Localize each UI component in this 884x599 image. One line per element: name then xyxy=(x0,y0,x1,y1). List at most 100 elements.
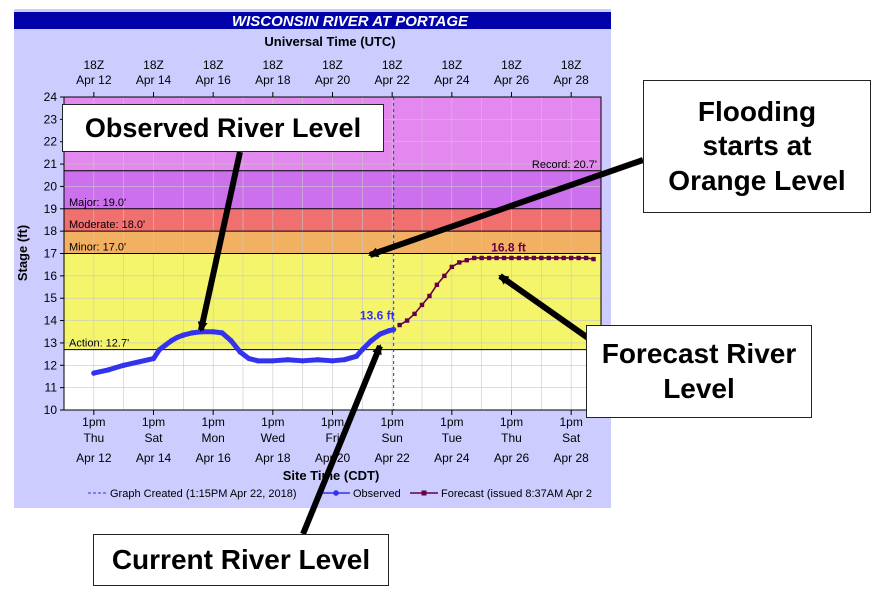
legend-observed-marker xyxy=(333,490,339,496)
bottom-tick-time: 1pm xyxy=(559,415,582,429)
top-tick-date: Apr 14 xyxy=(136,73,172,87)
observed-point xyxy=(359,347,365,353)
y-tick-label: 18 xyxy=(44,224,58,238)
top-tick-label: 18Z xyxy=(382,58,403,72)
y-tick-label: 16 xyxy=(44,269,58,283)
callout-current-river-level: Current River Level xyxy=(93,534,389,586)
observed-point xyxy=(219,330,225,336)
observed-point xyxy=(285,357,291,363)
forecast-point xyxy=(509,255,514,261)
callout-forecast-river-level: Forecast River Level xyxy=(586,325,812,418)
threshold-label: Major: 19.0' xyxy=(69,197,126,209)
bottom-tick-time: 1pm xyxy=(201,415,224,429)
data-label: 13.6 ft xyxy=(360,308,395,322)
top-tick-date: Apr 28 xyxy=(553,73,589,87)
y-tick-label: 17 xyxy=(44,247,58,261)
forecast-point xyxy=(576,255,581,261)
observed-point xyxy=(368,338,374,344)
forecast-point xyxy=(531,255,537,261)
observed-point xyxy=(91,370,97,376)
top-tick-date: Apr 16 xyxy=(195,73,231,87)
forecast-point xyxy=(442,273,447,279)
forecast-point xyxy=(419,302,425,308)
top-tick-label: 18Z xyxy=(143,58,164,72)
y-tick-label: 12 xyxy=(44,358,58,372)
observed-point xyxy=(162,342,169,348)
bottom-tick-day: Tue xyxy=(442,431,463,445)
observed-point xyxy=(270,358,276,364)
top-tick-label: 18Z xyxy=(441,58,462,72)
callout-observed-river-level: Observed River Level xyxy=(62,104,384,152)
y-tick-label: 19 xyxy=(44,202,58,216)
y-tick-label: 13 xyxy=(44,336,58,350)
forecast-point xyxy=(546,255,551,261)
bottom-tick-time: 1pm xyxy=(500,415,523,429)
forecast-point xyxy=(561,255,566,261)
legend-forecast-marker xyxy=(421,490,427,496)
forecast-point xyxy=(486,255,492,261)
observed-point xyxy=(210,329,216,335)
bottom-tick-time: 1pm xyxy=(261,415,284,429)
observed-point xyxy=(174,334,180,340)
data-label: 16.8 ft xyxy=(491,240,526,254)
forecast-point xyxy=(516,255,522,261)
callout-arrows xyxy=(197,151,644,536)
observed-point xyxy=(237,349,243,355)
observed-point xyxy=(121,362,127,368)
threshold-label: Moderate: 18.0' xyxy=(69,219,145,231)
forecast-point xyxy=(397,322,402,328)
y-tick-label: 10 xyxy=(44,403,58,417)
forecast-point xyxy=(457,260,462,265)
y-axis-title: Stage (ft) xyxy=(15,225,30,281)
observed-point xyxy=(341,357,348,363)
top-tick-date: Apr 26 xyxy=(494,73,530,87)
forecast-point xyxy=(591,256,596,262)
observed-point xyxy=(353,353,359,359)
bottom-tick-date: Apr 16 xyxy=(195,451,231,465)
observed-point xyxy=(180,332,186,338)
observed-point xyxy=(391,326,397,333)
title-bar xyxy=(14,12,611,29)
bottom-tick-day: Thu xyxy=(83,431,104,445)
forecast-point xyxy=(583,255,589,261)
legend-graph-created-label: Graph Created (1:15PM Apr 22, 2018) xyxy=(110,488,297,500)
bottom-tick-day: Wed xyxy=(261,431,285,445)
forecast-point xyxy=(501,255,507,261)
top-tick-date: Apr 24 xyxy=(434,73,470,87)
threshold-label: Record: 20.7' xyxy=(532,159,597,171)
chart-title: WISCONSIN RIVER AT PORTAGE xyxy=(232,13,469,30)
y-tick-label: 23 xyxy=(44,112,58,126)
forecast-point xyxy=(472,255,477,261)
top-axis-title: Universal Time (UTC) xyxy=(264,34,395,49)
top-tick-label: 18Z xyxy=(83,58,104,72)
y-tick-label: 22 xyxy=(44,135,58,149)
bottom-tick-day: Fri xyxy=(326,431,340,445)
forecast-point xyxy=(568,255,574,261)
observed-point xyxy=(150,355,157,362)
arrow-observed xyxy=(197,151,243,332)
forecast-point xyxy=(434,282,440,287)
arrow-flooding xyxy=(368,157,644,258)
observed-point xyxy=(314,357,321,363)
forecast-point xyxy=(479,255,484,261)
forecast-point xyxy=(494,255,499,261)
top-tick-date: Apr 20 xyxy=(315,73,351,87)
threshold-label: Action: 12.7' xyxy=(69,338,129,350)
bottom-tick-day: Sat xyxy=(562,431,581,445)
forecast-point xyxy=(554,255,559,261)
top-tick-label: 18Z xyxy=(561,58,582,72)
forecast-point xyxy=(464,258,469,263)
arrow-forecast xyxy=(498,273,600,348)
observed-point xyxy=(300,358,306,364)
top-tick-label: 18Z xyxy=(203,58,224,72)
bottom-tick-time: 1pm xyxy=(142,415,165,429)
forecast-point xyxy=(427,293,432,299)
bottom-tick-day: Thu xyxy=(501,431,522,445)
forecast-point xyxy=(449,264,455,270)
bottom-tick-date: Apr 22 xyxy=(374,451,410,465)
arrow-current xyxy=(300,344,383,536)
bottom-tick-time: 1pm xyxy=(380,415,403,429)
bottom-tick-date: Apr 12 xyxy=(76,451,112,465)
observed-point xyxy=(329,358,336,364)
top-tick-date: Apr 18 xyxy=(255,73,291,87)
